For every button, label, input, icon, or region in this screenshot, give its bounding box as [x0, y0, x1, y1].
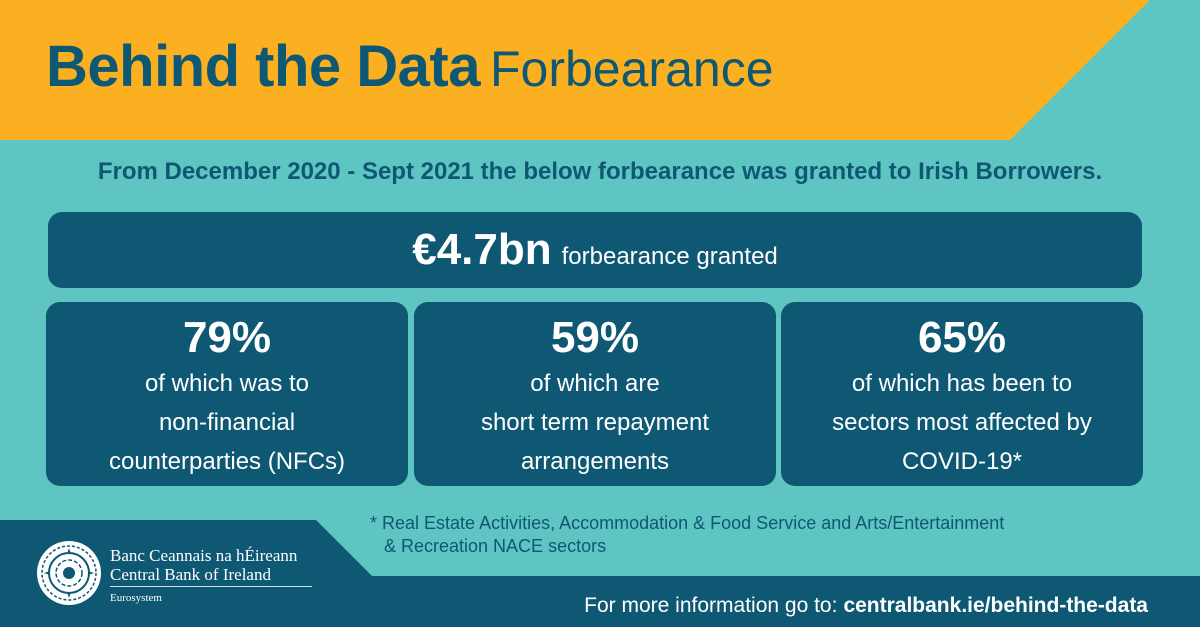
total-forbearance-box: €4.7bn forbearance granted	[48, 212, 1142, 288]
stat-value: 65%	[917, 313, 1007, 362]
central-bank-seal-icon	[37, 541, 101, 605]
logo-divider	[110, 586, 312, 587]
title-light: Forbearance	[490, 41, 774, 97]
more-info-text: For more information go to:	[584, 594, 838, 617]
title-bold: Behind the Data	[46, 34, 481, 99]
stat-value: 79%	[182, 313, 272, 362]
more-info: For more information go to: centralbank.i…	[584, 594, 1148, 618]
bank-name-irish: Banc Ceannais na hÉireann	[110, 546, 298, 565]
total-value: €4.7bn	[412, 225, 552, 274]
stat-description: of which was to non-financial counterpar…	[108, 370, 346, 475]
total-label: forbearance granted	[561, 243, 778, 270]
stat-value: 59%	[550, 313, 640, 362]
intro-text: From December 2020 - Sept 2021 the below…	[97, 158, 1103, 185]
page-title: Behind the Data Forbearance	[46, 38, 774, 96]
footnote-line-1: * Real Estate Activities, Accommodation …	[370, 513, 1005, 533]
stat-description: of which are short term repayment arrang…	[480, 370, 710, 475]
footnote-line-2: & Recreation NACE sectors	[384, 536, 607, 556]
footnote: * Real Estate Activities, Accommodation …	[370, 512, 1170, 558]
header-banner	[0, 0, 1150, 140]
stat-description: of which has been to sectors most affect…	[832, 370, 1092, 475]
eurosystem-label: Eurosystem	[110, 592, 162, 604]
stat-card-short-term: 59% of which are short term repayment ar…	[414, 302, 776, 486]
stat-card-nfc: 79% of which was to non-financial counte…	[46, 302, 408, 486]
website-link[interactable]: centralbank.ie/behind-the-data	[843, 594, 1148, 617]
stat-card-covid-sectors: 65% of which has been to sectors most af…	[781, 302, 1143, 486]
bank-name-english: Central Bank of Ireland	[110, 565, 271, 584]
